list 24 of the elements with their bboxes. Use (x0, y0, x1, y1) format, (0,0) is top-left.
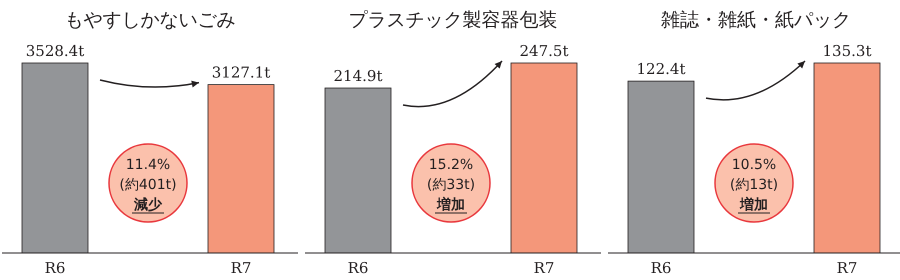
annotation: (約13t) (730, 177, 778, 193)
data-label: 247.5t (520, 42, 568, 60)
chart-title: 雑誌・雑紙・紙パック (661, 9, 851, 31)
annotation: 11.4% (126, 157, 170, 173)
data-label: 3528.4t (26, 42, 84, 60)
chart-title: プラスチック製容器包装 (348, 9, 558, 31)
data-label: 135.3t (822, 42, 872, 60)
x-tick-label: R6 (650, 259, 672, 277)
annotation: 減少 (133, 197, 163, 213)
x-tick-label: R7 (230, 259, 252, 277)
annotation: 10.5% (732, 157, 776, 173)
annotation: (約401t) (119, 177, 177, 193)
data-label: 3127.1t (212, 64, 270, 82)
data-label: 214.9t (334, 67, 382, 86)
annotation: 15.2% (428, 157, 474, 173)
chart-title: もやすしかないごみ (64, 9, 236, 31)
x-tick-label: R6 (44, 259, 66, 277)
annotation: 増加 (739, 196, 768, 213)
x-tick-label: R6 (348, 259, 368, 277)
x-tick-label: R7 (836, 259, 858, 277)
annotation: (約33t) (426, 177, 476, 193)
data-label: 122.4t (636, 60, 686, 78)
annotation: 増加 (436, 196, 465, 213)
x-tick-label: R7 (534, 259, 554, 277)
